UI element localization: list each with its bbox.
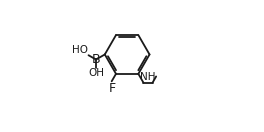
Text: F: F <box>108 82 115 95</box>
Text: HO: HO <box>72 45 88 55</box>
Text: OH: OH <box>88 69 104 79</box>
Text: NH: NH <box>140 72 156 82</box>
Text: B: B <box>92 53 100 66</box>
